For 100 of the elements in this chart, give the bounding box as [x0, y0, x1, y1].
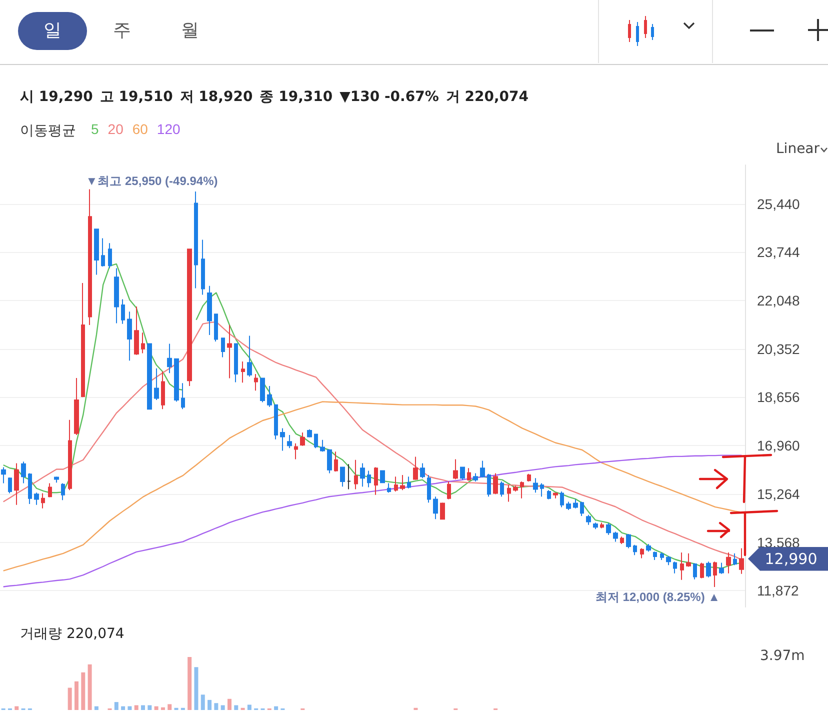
candlestick	[334, 451, 338, 472]
candlestick	[726, 552, 731, 574]
candlestick	[666, 555, 671, 566]
candlestick	[400, 474, 405, 491]
candlestick	[533, 478, 538, 494]
candlestick	[227, 324, 232, 379]
bar	[247, 704, 252, 710]
bar	[74, 681, 78, 710]
candlestick	[254, 374, 258, 392]
candlestick	[407, 476, 411, 489]
candlestick	[626, 534, 631, 549]
candlestick	[380, 470, 385, 484]
candlestick	[640, 548, 644, 559]
text: 60	[132, 121, 148, 137]
text: 저 18,920	[180, 89, 253, 105]
candlestick	[507, 484, 511, 502]
candlestick	[473, 472, 478, 482]
candlestick	[108, 242, 112, 269]
candlestick	[114, 268, 119, 324]
candlestick	[141, 332, 145, 354]
candlestick	[453, 458, 458, 480]
candlestick	[161, 370, 165, 410]
candlestick	[167, 343, 172, 374]
candlestick	[247, 335, 252, 378]
candlestick	[74, 378, 79, 436]
candlestick	[214, 313, 218, 342]
candlestick	[360, 462, 365, 488]
text: 3.97m	[760, 648, 805, 664]
candlestick	[580, 501, 584, 517]
candlestick	[181, 382, 185, 410]
candlestick	[620, 536, 624, 544]
candlestick	[600, 522, 604, 529]
bar	[168, 704, 172, 710]
candlestick	[21, 461, 26, 484]
y-tick-label: 20,352	[757, 340, 800, 357]
candlestick	[613, 531, 618, 542]
bar	[220, 705, 225, 710]
candlestick	[686, 552, 691, 568]
text: 20	[108, 121, 124, 137]
text: 5	[91, 121, 99, 137]
legend-title: 이동평균	[20, 122, 76, 140]
text: Linear	[776, 141, 820, 157]
candlestick	[68, 419, 72, 491]
candlestick	[527, 473, 531, 482]
candlestick	[54, 476, 59, 484]
candlestick	[294, 442, 298, 460]
text: 120	[156, 121, 181, 137]
candlestick	[586, 514, 591, 526]
candlestick	[653, 551, 657, 560]
candlestick	[280, 428, 285, 452]
candlestick	[320, 439, 325, 452]
bar	[134, 705, 138, 710]
bar	[81, 672, 86, 710]
candlestick	[387, 482, 391, 494]
chart-title: 거래량 220,074	[20, 625, 124, 643]
candlestick	[8, 477, 12, 494]
bar	[114, 702, 118, 710]
candlestick	[307, 428, 312, 438]
text: 종 19,310	[260, 89, 333, 105]
candlestick	[553, 492, 558, 499]
candlestick	[700, 562, 704, 579]
candlestick	[560, 491, 564, 508]
candlestick	[433, 496, 438, 520]
candlestick	[347, 464, 351, 490]
candlestick	[487, 473, 491, 498]
candlestick	[260, 378, 265, 403]
candlestick	[374, 466, 378, 496]
text: 고 19,510	[100, 89, 173, 105]
candlestick	[81, 282, 85, 398]
candlestick	[646, 543, 651, 552]
candlestick	[28, 472, 32, 505]
candlestick	[706, 561, 711, 578]
candlestick	[267, 386, 272, 408]
bar	[274, 706, 278, 710]
text: 월	[180, 19, 200, 43]
candlestick	[713, 561, 717, 588]
bar	[141, 705, 146, 710]
text: 거 220,074	[446, 89, 529, 105]
candlestick	[367, 470, 371, 488]
candlestick	[221, 338, 225, 358]
bar	[194, 667, 198, 710]
bar	[188, 657, 192, 710]
bar	[14, 706, 19, 710]
bar	[214, 703, 218, 710]
bar	[68, 688, 72, 710]
text: 12,990	[748, 546, 828, 571]
candlestick	[593, 522, 598, 530]
candlestick	[733, 552, 737, 566]
candlestick	[1, 466, 6, 484]
y-tick-label: 11,872	[757, 582, 799, 599]
candlestick	[719, 562, 724, 574]
candlestick	[241, 360, 245, 384]
candlestick	[61, 482, 65, 501]
text: 주	[112, 19, 132, 43]
candlestick	[300, 432, 305, 446]
candlestick	[427, 474, 431, 504]
candlestick	[394, 476, 398, 492]
bar	[234, 705, 238, 710]
text: ▼130 -0.67%	[340, 89, 439, 105]
candlestick	[660, 552, 664, 560]
